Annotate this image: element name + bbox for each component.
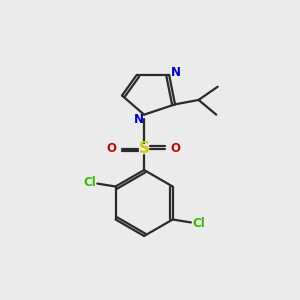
Text: N: N	[171, 66, 181, 79]
Text: O: O	[107, 142, 117, 155]
Text: Cl: Cl	[192, 218, 205, 230]
Text: N: N	[134, 112, 144, 126]
Text: Cl: Cl	[84, 176, 96, 189]
Text: O: O	[170, 142, 180, 155]
Text: S: S	[139, 141, 150, 156]
